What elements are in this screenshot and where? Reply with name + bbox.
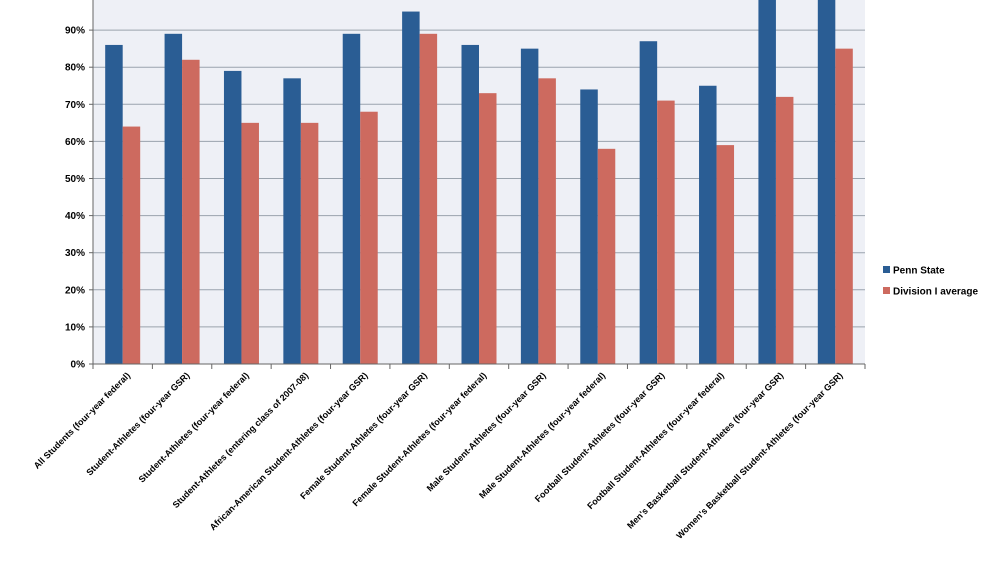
x-tick-label: Male Student-Athletes (four-year federal… bbox=[477, 370, 607, 500]
bar-penn-state bbox=[520, 48, 539, 365]
legend-swatch bbox=[883, 287, 890, 294]
bar-penn-state bbox=[402, 11, 420, 365]
bar-penn-state bbox=[105, 44, 123, 364]
bar-penn-state bbox=[461, 44, 479, 364]
bar-division-i-average bbox=[479, 93, 497, 365]
bar-penn-state bbox=[699, 85, 717, 364]
y-tick-label: 0% bbox=[71, 360, 86, 371]
bar-penn-state bbox=[817, 0, 836, 364]
bar-division-i-average bbox=[419, 33, 438, 365]
bar-penn-state bbox=[580, 89, 598, 365]
x-tick-label: All Students (four-year federal) bbox=[32, 370, 132, 470]
x-tick-label: Student-Athletes (entering class of 2007… bbox=[171, 370, 311, 510]
legend-swatch bbox=[883, 266, 890, 273]
y-tick-label: 30% bbox=[65, 248, 85, 259]
bar-division-i-average bbox=[182, 59, 200, 364]
bars bbox=[105, 0, 853, 365]
y-tick-label: 40% bbox=[65, 211, 85, 222]
x-tick-label: Football Student-Athletes (four-year GSR… bbox=[533, 370, 667, 504]
legend-label: Penn State bbox=[893, 266, 945, 277]
x-tick-label: Student-Athletes (four-year federal) bbox=[137, 370, 251, 484]
bar-penn-state bbox=[342, 33, 361, 365]
bar-division-i-average bbox=[657, 100, 675, 364]
x-tick-label: Student-Athletes (four-year GSR) bbox=[84, 370, 191, 477]
bar-penn-state bbox=[758, 0, 776, 364]
y-tick-label: 90% bbox=[65, 26, 85, 37]
bar-penn-state bbox=[639, 41, 658, 364]
bar-division-i-average bbox=[597, 148, 616, 364]
y-tick-labels: 0% 10% 20% 30% 40% 50% 60% 70% 80% 90% bbox=[65, 26, 85, 371]
bar-division-i-average bbox=[716, 145, 735, 364]
y-tick-label: 60% bbox=[65, 137, 85, 148]
bar-division-i-average bbox=[300, 122, 319, 364]
legend: Penn State Division I average bbox=[883, 266, 978, 298]
bar-division-i-average bbox=[122, 126, 141, 364]
bar-division-i-average bbox=[241, 122, 259, 364]
bar-penn-state bbox=[164, 33, 183, 365]
legend-label: Division I average bbox=[893, 287, 978, 298]
bar-penn-state bbox=[283, 78, 301, 364]
bar-division-i-average bbox=[360, 111, 378, 364]
bar-division-i-average bbox=[775, 96, 794, 364]
y-tick-label: 20% bbox=[65, 285, 85, 296]
y-tick-label: 80% bbox=[65, 63, 85, 74]
x-tick-label: Female Student-Athletes (four-year feder… bbox=[350, 370, 488, 508]
x-tick-label: Female Student-Athletes (four-year GSR) bbox=[298, 370, 429, 501]
bar-penn-state bbox=[223, 70, 242, 364]
bar-division-i-average bbox=[538, 78, 556, 364]
y-tick-label: 70% bbox=[65, 100, 85, 111]
bar-division-i-average bbox=[835, 48, 853, 365]
axes bbox=[89, 0, 866, 369]
y-tick-label: 50% bbox=[65, 174, 85, 185]
y-tick-label: 10% bbox=[65, 322, 85, 333]
x-tick-label: Male Student-Athletes (four-year GSR) bbox=[425, 370, 548, 493]
x-tick-label: Football Student-Athletes (four-year fed… bbox=[585, 370, 726, 511]
x-tick-labels: All Students (four-year federal)Student-… bbox=[32, 370, 845, 540]
